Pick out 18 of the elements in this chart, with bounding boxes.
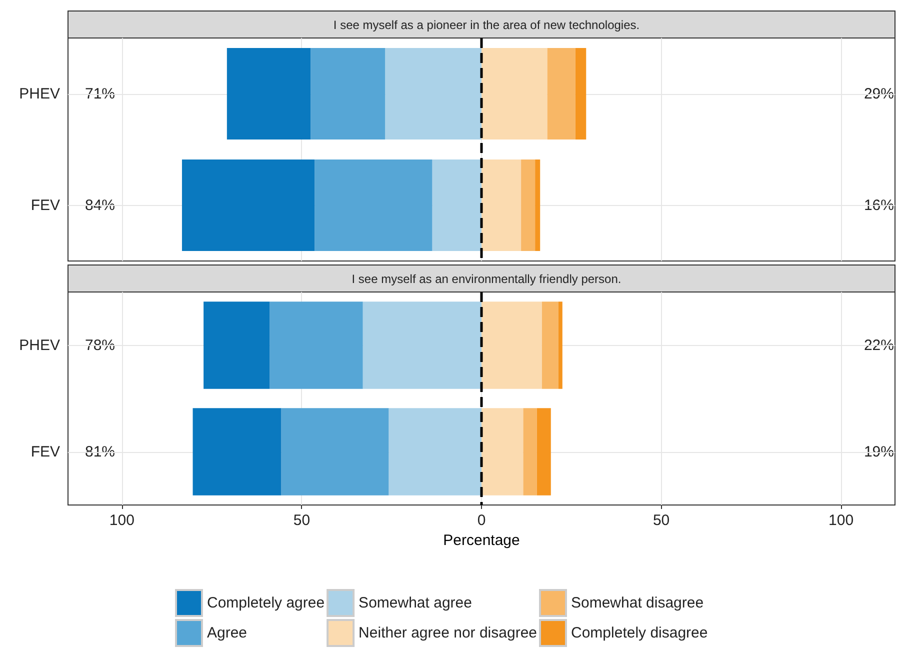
legend-label: Completely agree <box>207 594 325 612</box>
y-tick-label: PHEV <box>19 85 60 102</box>
y-tick-label: FEV <box>30 196 60 214</box>
x-tick-label: 0 <box>477 512 486 529</box>
x-axis-title: Percentage <box>443 532 520 549</box>
legend-label: Somewhat agree <box>358 594 472 612</box>
legend-label: Completely disagree <box>571 624 708 642</box>
y-tick-label: PHEV <box>19 336 60 354</box>
x-tick-label: 50 <box>652 512 670 529</box>
legend-label: Somewhat disagree <box>571 594 704 612</box>
x-tick-label: 100 <box>828 512 854 529</box>
x-tick-label: 50 <box>293 512 310 529</box>
y-tick-label: FEV <box>30 443 60 460</box>
chart-title: I see myself as an environmentally friendly person. <box>352 272 622 286</box>
x-tick-label: 100 <box>109 512 134 529</box>
legend-label: Neither agree nor disagree <box>358 624 538 642</box>
legend-label: Agree <box>207 624 248 642</box>
chart-title: I see myself as a pioneer in the area of new technologies. <box>333 18 640 32</box>
